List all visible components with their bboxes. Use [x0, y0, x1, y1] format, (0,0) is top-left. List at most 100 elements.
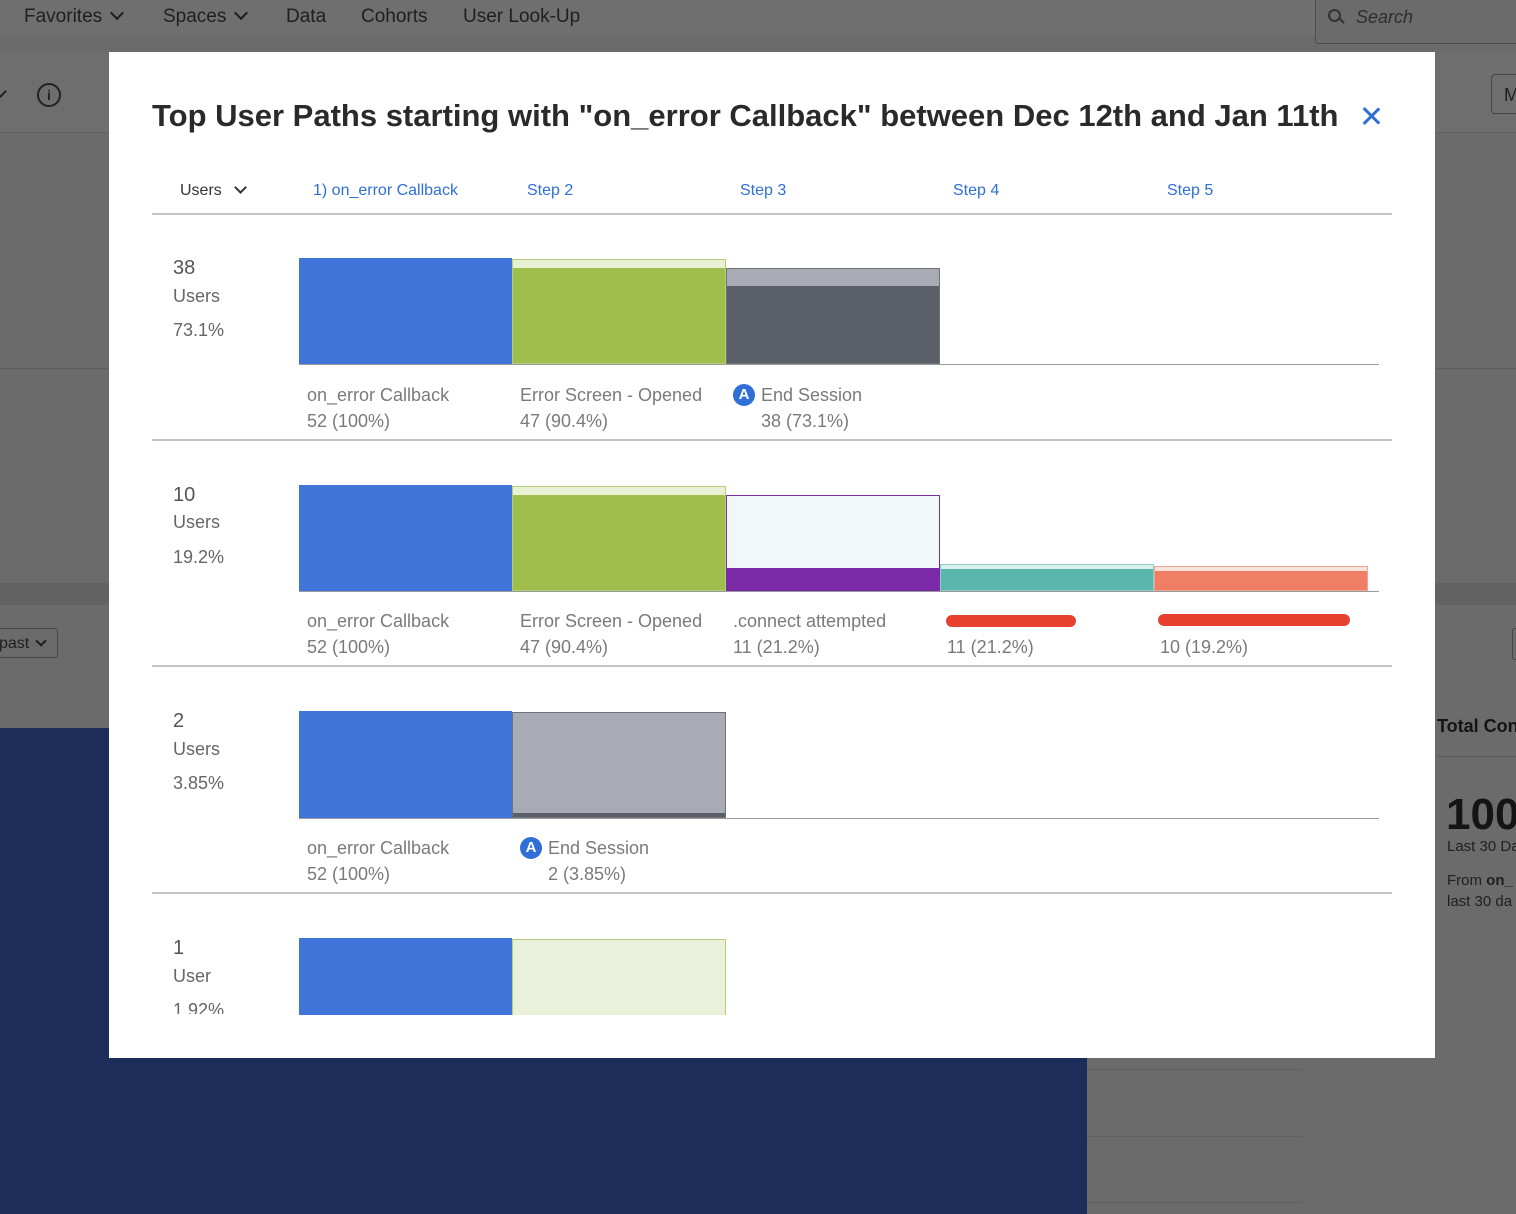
- date-range-dropdown[interactable]: past: [0, 628, 58, 658]
- from-prefix: From: [1447, 872, 1487, 889]
- path-1-count: 38: [173, 257, 196, 279]
- search-placeholder: Search: [1356, 7, 1414, 27]
- chevron-down-icon: [110, 5, 125, 21]
- event-value: 11 (21.2%): [733, 637, 820, 657]
- divider: [1087, 1202, 1303, 1203]
- chevron-down-icon: [234, 5, 249, 21]
- divider: [1087, 1069, 1303, 1070]
- path-2-step-5: 10 (19.2%): [1160, 611, 1248, 658]
- path-1-step-2: Error Screen - Opened 47 (90.4%): [520, 385, 702, 432]
- nav-user-lookup[interactable]: User Look-Up: [463, 6, 581, 27]
- path-3-count: 2: [173, 710, 185, 732]
- search-input[interactable]: Search: [1315, 0, 1516, 44]
- step-header-5[interactable]: Step 5: [1167, 182, 1214, 199]
- path-3-step-2-bar[interactable]: [512, 712, 726, 818]
- path-2-step-2-bar[interactable]: [512, 486, 726, 591]
- chevron-down-icon: [35, 635, 47, 647]
- path-divider: [152, 665, 1392, 667]
- event-value: 10 (19.2%): [1160, 637, 1249, 657]
- path-2-baseline: [299, 591, 1379, 592]
- more-button[interactable]: M: [1491, 74, 1516, 114]
- path-4-step-2-bar[interactable]: [512, 939, 726, 1015]
- top-navigation: Favorites Spaces Data Cohorts User Look-…: [0, 0, 1516, 44]
- path-2-step-5-bar[interactable]: [1154, 566, 1368, 591]
- path-1-percent: 73.1%: [173, 320, 225, 340]
- path-2-step-4: 11 (21.2%): [947, 611, 1034, 658]
- nav-favorites[interactable]: Favorites: [24, 5, 125, 28]
- path-2-percent: 19.2%: [173, 547, 225, 567]
- amplitude-icon: A: [733, 384, 755, 406]
- path-2-step-3-bar[interactable]: [726, 495, 940, 591]
- event-value: 52 (100%): [307, 411, 391, 431]
- step-header-4[interactable]: Step 4: [953, 182, 1000, 199]
- date-range-label: past: [0, 635, 30, 652]
- total-description: From on_last 30 da: [1447, 870, 1513, 912]
- path-3-step-2: A End Session 2 (3.85%): [520, 833, 649, 885]
- step-header-2[interactable]: Step 2: [527, 182, 574, 199]
- path-2-step-1: on_error Callback 52 (100%): [307, 611, 449, 658]
- nav-spaces-label: Spaces: [163, 6, 227, 27]
- from-event: on_: [1486, 872, 1513, 889]
- header-divider: [152, 213, 1392, 215]
- path-2-unit: Users: [173, 512, 221, 532]
- panel-button[interactable]: [1512, 628, 1516, 660]
- path-3-step-1-bar[interactable]: [299, 711, 512, 818]
- nav-cohorts[interactable]: Cohorts: [361, 6, 428, 27]
- path-3-baseline: [299, 818, 1379, 819]
- event-value: 47 (90.4%): [520, 637, 609, 657]
- nav-data[interactable]: Data: [286, 6, 327, 27]
- path-1-step-1-bar[interactable]: [299, 258, 512, 364]
- nav-spaces[interactable]: Spaces: [163, 5, 249, 28]
- path-3-step-1: on_error Callback 52 (100%): [307, 838, 449, 885]
- path-1-step-3: A End Session 38 (73.1%): [733, 380, 862, 432]
- step-header-3[interactable]: Step 3: [740, 182, 787, 199]
- path-2-step-1-bar[interactable]: [299, 485, 512, 591]
- path-4-step-1-bar[interactable]: [299, 938, 512, 1015]
- path-4-percent: 1.92%: [173, 1000, 225, 1014]
- path-divider: [152, 892, 1392, 894]
- redaction-mark: [946, 615, 1076, 627]
- divider: [1087, 1136, 1303, 1137]
- search-icon: [1328, 9, 1341, 22]
- event-value: 47 (90.4%): [520, 411, 609, 431]
- metric-label: Users: [180, 182, 222, 199]
- event-label: Error Screen - Opened: [520, 385, 703, 405]
- path-4-count: 1: [173, 937, 185, 959]
- from-suffix: last 30 da: [1447, 893, 1513, 910]
- close-icon[interactable]: [1359, 104, 1383, 128]
- divider: [1437, 756, 1516, 757]
- path-3-unit: Users: [173, 739, 221, 759]
- path-1-step-3-bar[interactable]: [726, 268, 940, 364]
- total-period: Last 30 Da: [1447, 838, 1516, 855]
- path-2-step-3: .connect attempted 11 (21.2%): [733, 611, 886, 658]
- path-2-step-2: Error Screen - Opened 47 (90.4%): [520, 611, 702, 658]
- path-2-step-4-bar[interactable]: [940, 564, 1154, 591]
- nav-favorites-label: Favorites: [24, 6, 103, 27]
- path-divider: [152, 439, 1392, 441]
- event-label: End Session: [761, 385, 863, 405]
- event-label: on_error Callback: [307, 385, 450, 405]
- user-paths-modal: Top User Paths starting with "on_error C…: [109, 52, 1435, 1058]
- info-icon[interactable]: i: [37, 83, 61, 107]
- path-3-percent: 3.85%: [173, 773, 225, 793]
- metric-dropdown[interactable]: Users: [180, 181, 247, 200]
- event-label: .connect attempted: [733, 611, 887, 631]
- amplitude-icon: A: [520, 837, 542, 859]
- chevron-down-icon: [233, 181, 247, 194]
- modal-title: Top User Paths starting with "on_error C…: [152, 98, 1339, 133]
- event-value: 11 (21.2%): [947, 637, 1034, 657]
- path-1-unit: Users: [173, 286, 221, 306]
- event-value: 2 (3.85%): [548, 864, 627, 884]
- path-1-baseline: [299, 364, 1379, 365]
- path-4-unit: User: [173, 966, 212, 986]
- step-header-1[interactable]: 1) on_error Callback: [313, 182, 458, 199]
- total-title: Total Con: [1437, 716, 1516, 736]
- redaction-mark: [1158, 614, 1350, 626]
- event-value: 52 (100%): [307, 637, 391, 657]
- path-1-step-2-bar[interactable]: [512, 259, 726, 364]
- path-2-count: 10: [173, 484, 196, 506]
- path-1-step-1: on_error Callback 52 (100%): [307, 385, 449, 432]
- event-label: on_error Callback: [307, 838, 450, 858]
- total-value: 100: [1446, 790, 1516, 839]
- event-value: 52 (100%): [307, 864, 391, 884]
